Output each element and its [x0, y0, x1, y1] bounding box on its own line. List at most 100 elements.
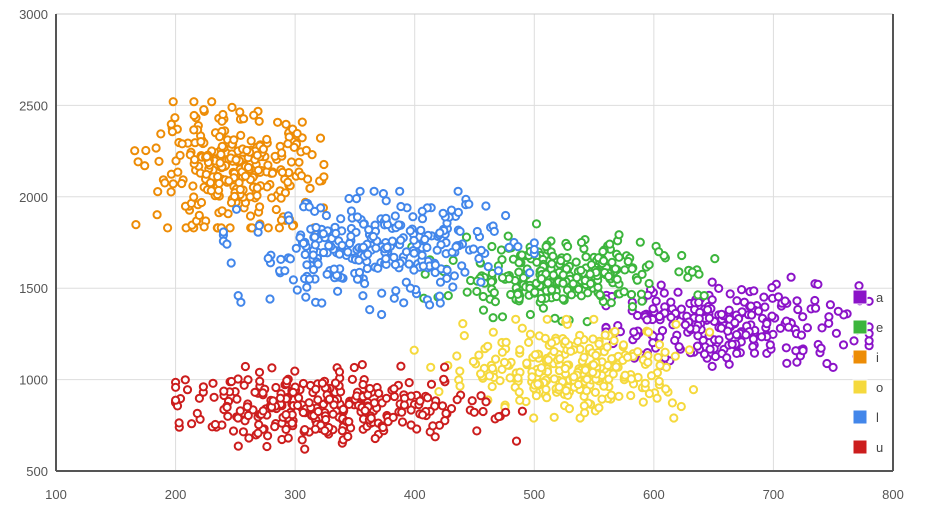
data-point — [156, 129, 166, 139]
data-point — [694, 269, 704, 279]
data-point — [397, 407, 407, 417]
data-point — [263, 223, 273, 233]
data-point — [574, 284, 584, 294]
data-point — [468, 244, 479, 254]
x-tick-label: 500 — [523, 487, 545, 502]
data-point — [626, 390, 636, 401]
legend-item-a[interactable]: a — [852, 289, 884, 305]
data-point — [653, 352, 663, 362]
data-point — [391, 286, 401, 296]
data-point — [692, 341, 703, 351]
data-point — [281, 119, 291, 129]
data-point — [214, 178, 224, 188]
data-point — [168, 179, 178, 189]
data-point — [732, 330, 742, 340]
data-point — [581, 252, 591, 262]
data-point — [732, 348, 742, 358]
data-point — [478, 406, 488, 417]
legend-item-o[interactable]: o — [852, 379, 883, 395]
data-points — [130, 97, 874, 454]
data-point — [180, 375, 190, 385]
data-point — [737, 285, 747, 295]
data-point — [637, 296, 647, 306]
data-point — [489, 226, 499, 236]
data-point — [660, 347, 670, 357]
legend-item-e[interactable]: e — [852, 319, 883, 335]
data-point — [329, 264, 339, 274]
data-point — [152, 210, 162, 220]
data-point — [780, 296, 790, 306]
data-point — [321, 414, 331, 425]
data-point — [405, 226, 415, 236]
legend-item-l[interactable]: l — [852, 409, 879, 425]
data-point — [531, 391, 542, 401]
data-point — [525, 268, 535, 278]
data-point — [643, 357, 653, 367]
y-tick-label: 2000 — [19, 190, 48, 205]
data-point — [566, 290, 577, 300]
data-point — [640, 378, 650, 388]
data-point — [297, 117, 307, 127]
data-point — [296, 171, 307, 181]
series-u — [171, 360, 528, 454]
data-point — [614, 230, 624, 240]
data-point — [452, 395, 462, 405]
data-point — [304, 274, 314, 284]
data-point — [417, 250, 427, 260]
data-point — [311, 384, 321, 394]
y-tick-label: 2500 — [19, 98, 48, 113]
data-point — [141, 145, 151, 156]
data-point — [748, 334, 759, 344]
data-point — [369, 398, 379, 408]
data-point — [798, 312, 808, 322]
data-point — [707, 277, 717, 287]
data-point — [250, 387, 260, 397]
data-point — [215, 158, 225, 168]
data-point — [337, 240, 347, 250]
data-point — [670, 335, 680, 345]
data-point — [328, 409, 338, 419]
data-point — [588, 334, 598, 344]
data-point — [514, 258, 524, 268]
data-point — [704, 313, 715, 323]
data-point — [741, 330, 751, 340]
data-point — [588, 367, 598, 377]
data-point — [600, 330, 610, 340]
legend-item-i[interactable]: i — [852, 349, 879, 365]
data-point — [177, 139, 187, 149]
data-point — [330, 378, 341, 388]
data-point — [455, 226, 465, 236]
data-point — [311, 222, 321, 233]
data-point — [501, 407, 511, 417]
data-point — [511, 314, 521, 324]
data-point — [707, 361, 717, 371]
data-point — [205, 178, 216, 188]
data-point — [253, 165, 263, 175]
data-point — [484, 371, 495, 381]
data-point — [293, 400, 303, 410]
data-point — [168, 97, 178, 107]
data-point — [828, 362, 838, 372]
data-point — [231, 155, 241, 165]
legend-item-u[interactable]: u — [852, 439, 883, 455]
data-point — [277, 167, 287, 177]
data-point — [474, 253, 484, 264]
data-point — [833, 306, 843, 316]
data-point — [265, 294, 275, 304]
data-point — [329, 400, 339, 410]
data-point — [705, 344, 715, 354]
data-point — [267, 363, 277, 373]
data-point — [283, 177, 293, 187]
data-point — [286, 157, 297, 167]
data-point — [533, 379, 543, 389]
data-point — [396, 361, 406, 371]
data-point — [515, 395, 525, 405]
data-point — [319, 159, 329, 170]
data-point — [255, 202, 265, 212]
data-point — [254, 221, 264, 231]
data-point — [693, 331, 703, 341]
data-point — [215, 132, 225, 142]
data-point — [258, 406, 268, 416]
data-point — [196, 137, 206, 147]
